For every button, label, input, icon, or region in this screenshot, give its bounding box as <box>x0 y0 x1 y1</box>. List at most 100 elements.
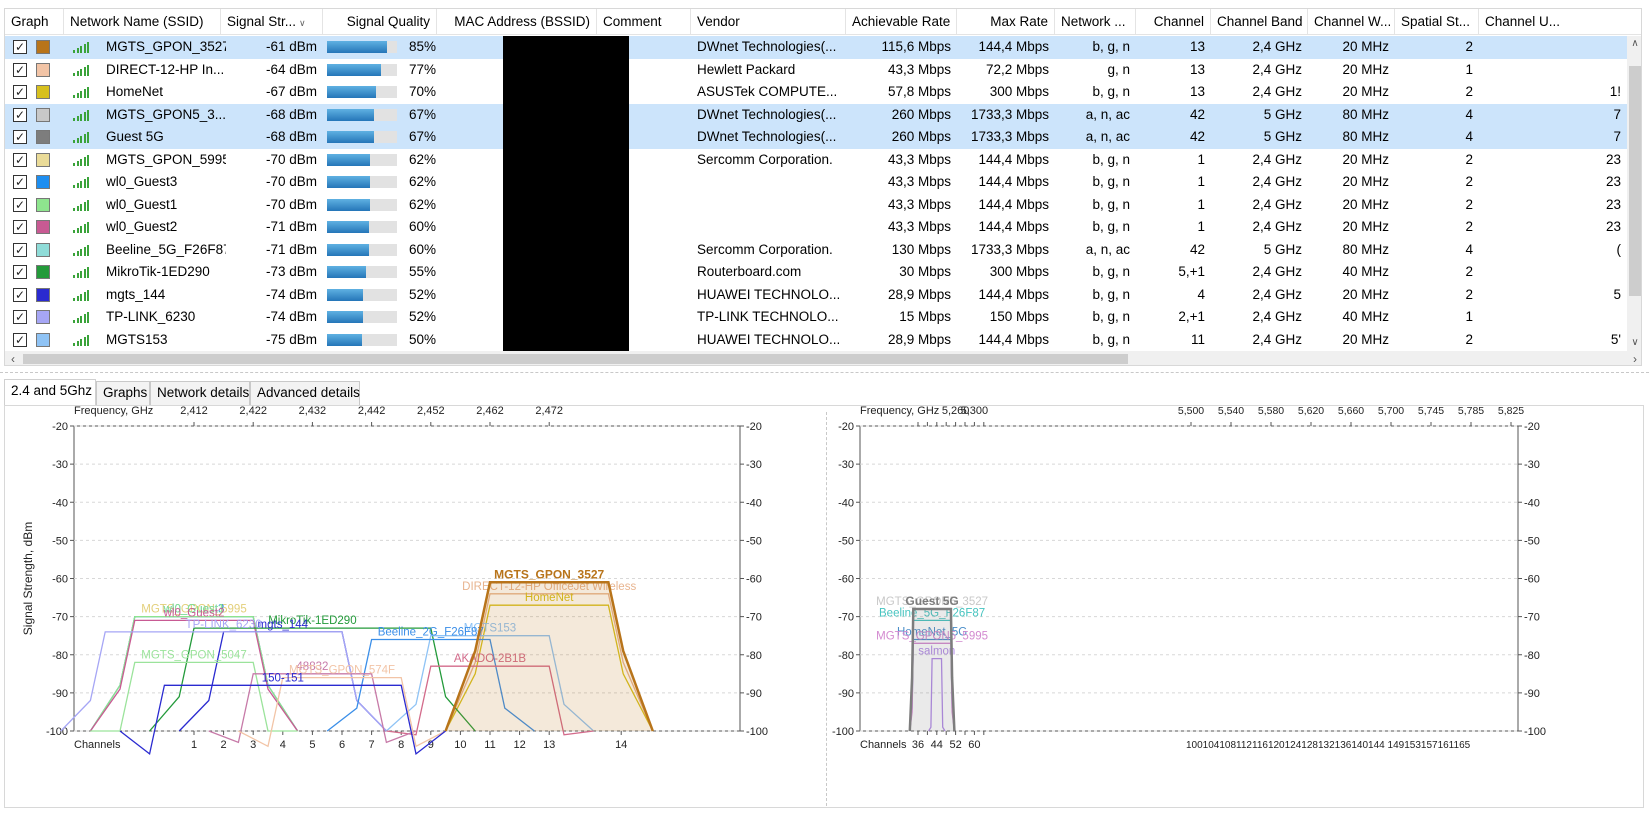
graph-checkbox[interactable]: ✓ <box>13 242 27 257</box>
x-axis-label: Channels <box>74 739 121 751</box>
graph-checkbox[interactable]: ✓ <box>13 287 27 302</box>
y-tick-label-right: -90 <box>746 688 762 700</box>
graph-checkbox[interactable]: ✓ <box>13 220 27 234</box>
column-header-channel-band[interactable]: Channel Band <box>1211 9 1308 35</box>
vertical-scroll-thumb[interactable] <box>1629 66 1641 296</box>
chart-2-4ghz: -20 -20 -30 -30 -40 -40 -50 -50 -60 -60 -70 -70 -80 -… <box>21 405 768 756</box>
cell-maxrate: 300 Mbps <box>989 264 1049 279</box>
cell-band: 2,4 GHz <box>1252 84 1302 99</box>
quality-progress-bar <box>327 198 397 211</box>
table-row[interactable]: ✓ mgts_144 -74 dBm HUAWEI TECHNOLO... 28,9 M… <box>5 284 1627 307</box>
column-header-spatial-streams[interactable]: Spatial St... <box>1395 9 1479 35</box>
series-line <box>928 657 946 732</box>
tab-network-details[interactable]: Network details <box>150 381 250 405</box>
column-header-channel-utilization[interactable]: Channel U... <box>1479 9 1641 35</box>
column-header-channel[interactable]: Channel <box>1136 9 1211 35</box>
horizontal-scroll-thumb[interactable] <box>23 354 1128 364</box>
graph-checkbox[interactable]: ✓ <box>13 85 27 99</box>
series-line <box>445 604 654 732</box>
quality-progress-fill <box>327 63 381 76</box>
scroll-up-icon[interactable]: ∧ <box>1631 38 1639 49</box>
graph-checkbox[interactable]: ✓ <box>13 40 27 54</box>
graph-checkbox[interactable]: ✓ <box>13 265 27 279</box>
graph-color-swatch[interactable] <box>36 310 50 324</box>
graph-checkbox[interactable]: ✓ <box>13 332 27 347</box>
column-header-comment[interactable]: Comment <box>597 9 691 35</box>
tab-graphs[interactable]: Graphs <box>96 381 150 405</box>
graph-color-swatch[interactable] <box>36 332 50 347</box>
column-header-signal[interactable]: Signal Str... ∨ <box>221 9 323 35</box>
cell-signal: -68 dBm <box>265 129 317 144</box>
cell-util: ( <box>1616 241 1622 257</box>
tab-advanced-details[interactable]: Advanced details <box>250 381 360 405</box>
column-header-network[interactable]: Network ... <box>1055 9 1136 35</box>
graph-color-swatch[interactable] <box>36 197 50 212</box>
graph-color-swatch[interactable] <box>36 130 50 144</box>
graph-color-swatch[interactable] <box>36 175 50 189</box>
quality-progress-fill <box>327 86 376 98</box>
table-row[interactable]: ✓ MGTS_GPON_3527 -61 dBm DWnet Technologies… <box>5 36 1627 59</box>
graph-color-swatch[interactable] <box>36 242 50 257</box>
scroll-down-icon[interactable]: ∨ <box>1631 337 1639 348</box>
channel-tick-label: 6 <box>339 739 345 751</box>
graph-color-swatch[interactable] <box>36 265 50 279</box>
table-row[interactable]: ✓ wl0_Guest1 -70 dBm 43,3 Mbps 144,4 Mbps b, … <box>5 194 1627 217</box>
cell-achievable: 43,3 Mbps <box>887 151 951 167</box>
graph-color-swatch[interactable] <box>36 107 50 122</box>
channel-tick-label: 60 <box>968 739 980 751</box>
vertical-scrollbar[interactable]: ∧ ∨ <box>1627 36 1641 351</box>
table-row[interactable]: ✓ HomeNet -67 dBm ASUSTek COMPUTE... 57,8 Mb… <box>5 81 1627 104</box>
table-row[interactable]: ✓ DIRECT-12-HP In... -64 dBm Hewlett Packar… <box>5 59 1627 82</box>
graph-checkbox[interactable]: ✓ <box>13 62 27 77</box>
channel-tick-label: 4 <box>280 739 286 751</box>
graph-color-swatch[interactable] <box>36 85 50 99</box>
table-row[interactable]: ✓ MGTS153 -75 dBm HUAWEI TECHNOLO... 28,9 Mb… <box>5 329 1627 352</box>
table-row[interactable]: ✓ TP-LINK_6230 -74 dBm TP-LINK TECHNOLO... 1… <box>5 306 1627 329</box>
cell-channel: 2,+1 <box>1178 309 1205 324</box>
graph-checkbox[interactable]: ✓ <box>13 197 27 212</box>
graph-checkbox[interactable]: ✓ <box>13 175 27 189</box>
table-row[interactable]: ✓ Beeline_5G_F26F87 -71 dBm Sercomm Corpora… <box>5 239 1627 262</box>
graph-color-swatch[interactable] <box>36 152 50 167</box>
cell-channel: 42 <box>1189 241 1205 257</box>
column-header-achievable-rate[interactable]: Achievable Rate <box>846 9 957 35</box>
column-header-quality[interactable]: Signal Quality <box>323 9 437 35</box>
scroll-left-icon[interactable]: ‹ <box>11 352 15 366</box>
quality-progress-fill <box>327 198 371 211</box>
graph-checkbox[interactable]: ✓ <box>13 310 27 324</box>
column-header-mac[interactable]: MAC Address (BSSID) <box>437 9 597 35</box>
table-row[interactable]: ✓ wl0_Guest3 -70 dBm 43,3 Mbps 144,4 Mbps b, … <box>5 171 1627 194</box>
series-label: HomeNet_5G <box>897 627 967 639</box>
y-tick-label-right: -50 <box>746 535 762 547</box>
freq-tick-label: 2,422 <box>239 405 267 417</box>
column-header-max-rate[interactable]: Max Rate <box>957 9 1055 35</box>
signal-bars-icon <box>73 265 91 278</box>
quality-progress-fill <box>327 243 369 256</box>
horizontal-scrollbar[interactable]: ‹ › <box>5 351 1641 366</box>
graph-checkbox[interactable]: ✓ <box>13 130 27 144</box>
column-header-vendor[interactable]: Vendor <box>691 9 846 35</box>
graph-color-swatch[interactable] <box>36 287 50 302</box>
graph-checkbox[interactable]: ✓ <box>13 107 27 122</box>
cell-ssid: DIRECT-12-HP In... <box>106 61 225 77</box>
scroll-right-icon[interactable]: › <box>1633 352 1637 366</box>
table-row[interactable]: ✓ MGTS_GPON5_3... -68 dBm DWnet Technologie… <box>5 103 1627 126</box>
column-header-graph[interactable]: Graph <box>5 9 64 35</box>
column-header-channel-width[interactable]: Channel W... <box>1308 9 1395 35</box>
y-tick-label: -50 <box>838 535 854 547</box>
graph-color-swatch[interactable] <box>36 62 50 77</box>
cell-achievable: 57,8 Mbps <box>887 84 951 99</box>
column-header-ssid[interactable]: Network Name (SSID) <box>64 9 221 35</box>
tab-2-4-and-5ghz[interactable]: 2.4 and 5Ghz <box>4 379 96 405</box>
table-row[interactable]: ✓ MikroTik-1ED290 -73 dBm Routerboard.com 30… <box>5 261 1627 284</box>
table-row[interactable]: ✓ Guest 5G -68 dBm DWnet Technologies(... 26… <box>5 126 1627 149</box>
table-row[interactable]: ✓ MGTS_GPON_5995 -70 dBm Sercomm Corporatio… <box>5 149 1627 172</box>
signal-bars-cell <box>69 149 95 171</box>
graph-color-swatch[interactable] <box>36 40 50 54</box>
table-row[interactable]: ✓ wl0_Guest2 -71 dBm 43,3 Mbps 144,4 Mbps b, … <box>5 216 1627 239</box>
y-tick-label-right: -90 <box>1524 688 1540 700</box>
panel-splitter[interactable] <box>0 372 1649 373</box>
graph-color-swatch[interactable] <box>36 220 50 234</box>
graph-checkbox[interactable]: ✓ <box>13 152 27 167</box>
cell-signal: -70 dBm <box>265 151 317 167</box>
